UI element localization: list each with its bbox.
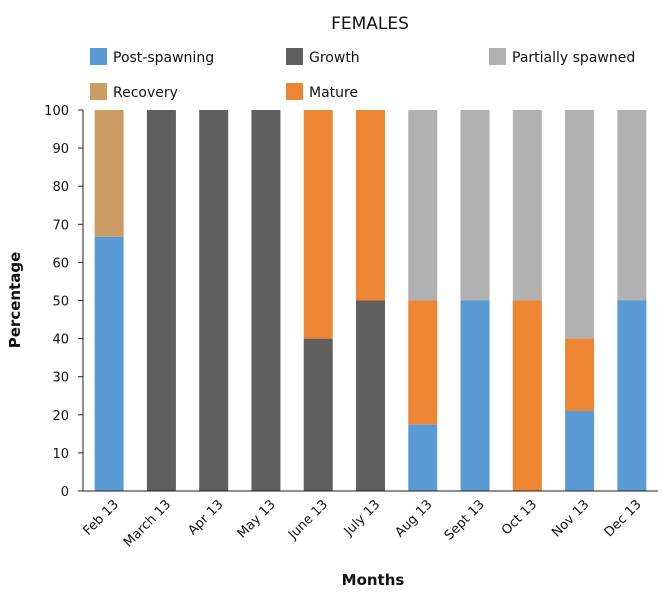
plot-area	[94, 110, 647, 491]
legend-swatch	[286, 48, 303, 65]
bar-partially-spawned-dec-13	[617, 110, 647, 301]
x-tick-label: Aug 13	[392, 497, 435, 540]
y-tick-label: 90	[52, 142, 69, 157]
legend-item-partially-spawned: Partially spawned	[489, 48, 635, 66]
x-tick-label: Feb 13	[80, 497, 122, 539]
y-tick-label: 0	[61, 485, 69, 500]
legend-item-post-spawning: Post-spawning	[90, 48, 214, 66]
x-tick-label: June 13	[285, 497, 331, 543]
legend-item-growth: Growth	[286, 48, 360, 66]
chart-title: FEMALES	[331, 14, 409, 34]
bar-growth-apr-13	[199, 110, 229, 491]
legend-label: Recovery	[113, 85, 178, 101]
y-tick-label: 60	[52, 256, 69, 271]
x-tick-label: Nov 13	[549, 497, 592, 540]
bar-post-spawning-feb-13	[94, 236, 124, 491]
bar-post-spawning-nov-13	[565, 410, 595, 491]
y-tick-label: 30	[52, 371, 69, 386]
x-axis: Feb 13 March 13 Apr 13 May 13 June 13 July 13…	[80, 490, 658, 550]
bar-growth-march-13	[146, 110, 176, 491]
bar-recovery-feb-13	[94, 110, 124, 237]
y-tick-label: 10	[52, 447, 69, 462]
legend-swatch	[90, 83, 107, 100]
bar-partially-spawned-nov-13	[565, 110, 595, 339]
legend-label: Post-spawning	[113, 50, 214, 66]
x-tick-label: Dec 13	[602, 497, 645, 540]
legend-label: Growth	[309, 50, 360, 66]
legend-swatch	[90, 48, 107, 65]
y-axis-title: Percentage	[6, 252, 24, 349]
bar-mature-oct-13	[512, 300, 542, 491]
bar-growth-july-13	[356, 300, 385, 491]
legend-label: Mature	[309, 85, 358, 101]
bar-post-spawning-aug-13	[408, 424, 438, 491]
legend-swatch	[286, 83, 303, 100]
y-tick-label: 20	[52, 409, 69, 424]
legend: Post-spawning Growth Partially spawned Reco…	[90, 48, 635, 101]
legend-item-recovery: Recovery	[90, 83, 178, 101]
x-tick-label: Sept 13	[442, 497, 488, 543]
x-axis-title: Months	[342, 571, 405, 589]
legend-swatch	[489, 48, 506, 65]
x-tick-label: Oct 13	[499, 497, 540, 538]
y-tick-label: 50	[52, 295, 69, 310]
bar-post-spawning-sept-13	[460, 300, 490, 491]
x-tick-label: July 13	[341, 497, 383, 539]
bar-mature-aug-13	[408, 300, 438, 425]
legend-label: Partially spawned	[512, 50, 635, 66]
bar-mature-nov-13	[565, 338, 595, 411]
bar-mature-june-13	[303, 110, 333, 339]
bar-mature-july-13	[356, 110, 385, 301]
bar-partially-spawned-sept-13	[460, 110, 490, 301]
bar-partially-spawned-oct-13	[512, 110, 542, 301]
y-tick-label: 80	[52, 180, 69, 195]
bar-post-spawning-dec-13	[617, 300, 647, 491]
bar-growth-june-13	[303, 338, 333, 491]
x-tick-label: March 13	[121, 497, 174, 550]
bar-growth-may-13	[251, 110, 281, 491]
y-axis: 0 10 20 30 40 50 60 70 80 90 100	[44, 104, 84, 500]
x-tick-label: May 13	[235, 497, 279, 541]
bar-partially-spawned-aug-13	[408, 110, 438, 301]
y-tick-label: 70	[52, 218, 69, 233]
legend-item-mature: Mature	[286, 83, 358, 101]
x-tick-label: Apr 13	[185, 497, 226, 538]
y-tick-label: 40	[52, 333, 69, 348]
y-tick-label: 100	[44, 104, 69, 119]
